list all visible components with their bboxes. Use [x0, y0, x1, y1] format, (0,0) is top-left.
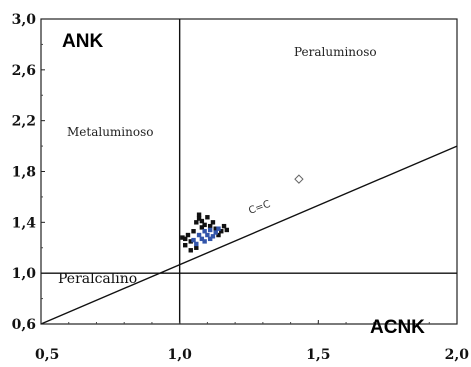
data-point: [188, 248, 193, 253]
data-point: [188, 239, 193, 244]
data-point: [191, 229, 196, 234]
x-tick-label: 1,5: [306, 347, 330, 363]
x-axis-ticks: 0,5 1,0 1,5 2,0: [35, 320, 469, 363]
line-annotation: C=C: [247, 199, 272, 217]
y-tick-label: 1,8: [12, 165, 36, 181]
x-axis-label: ACNK: [370, 317, 425, 338]
data-point: [205, 215, 210, 220]
region-label-peraluminoso: Peraluminoso: [294, 45, 377, 59]
data-point: [191, 237, 196, 243]
data-point: [199, 225, 205, 230]
data-point: [202, 229, 207, 234]
data-point: [194, 220, 199, 225]
data-point: [207, 227, 213, 233]
boundary-lines: [40, 19, 458, 325]
data-point: [216, 226, 221, 231]
data-point: [185, 232, 191, 238]
y-tick-label: 3,0: [12, 12, 37, 28]
y-tick-label: 0,6: [12, 317, 36, 333]
data-point: [196, 232, 202, 238]
data-point: [194, 241, 199, 247]
x-tick-label: 1,0: [167, 347, 192, 363]
data-point: [183, 236, 188, 242]
data-point: [213, 226, 218, 231]
y-tick-label: 1,0: [12, 266, 37, 282]
data-point: [205, 232, 210, 238]
data-point: [213, 230, 218, 235]
data-point: [202, 239, 207, 244]
y-tick-label: 2,6: [12, 63, 36, 79]
x-tick-label: 0,5: [35, 347, 59, 363]
data-point: [183, 243, 188, 248]
region-label-peralcalino: Peralcalino: [58, 271, 137, 287]
data-point: [196, 212, 202, 217]
data-point: [216, 232, 221, 238]
data-point: [199, 218, 205, 224]
data-point: [202, 222, 207, 228]
y-axis-ticks: 0,6 1,0 1,4 1,8 2,2 2,6 3,0: [12, 12, 45, 333]
data-point: [207, 223, 213, 229]
data-point: [221, 223, 227, 229]
diagonal-boundary-line: [40, 145, 458, 325]
data-point: [224, 227, 230, 233]
y-axis-label: ANK: [62, 31, 103, 52]
data-point: [294, 174, 304, 184]
data-point: [210, 234, 216, 239]
data-point: [196, 216, 202, 221]
y-tick-label: 2,2: [12, 114, 36, 130]
data-point: [207, 236, 213, 242]
region-label-metaluminoso: Metaluminoso: [67, 125, 153, 139]
data-point: [219, 229, 224, 234]
data-points: [180, 174, 304, 253]
x-tick-label: 2,0: [445, 347, 470, 363]
data-point: [194, 245, 199, 250]
y-tick-label: 1,4: [12, 215, 37, 231]
data-point: [210, 220, 216, 225]
data-point: [199, 236, 205, 242]
data-point: [180, 235, 185, 240]
